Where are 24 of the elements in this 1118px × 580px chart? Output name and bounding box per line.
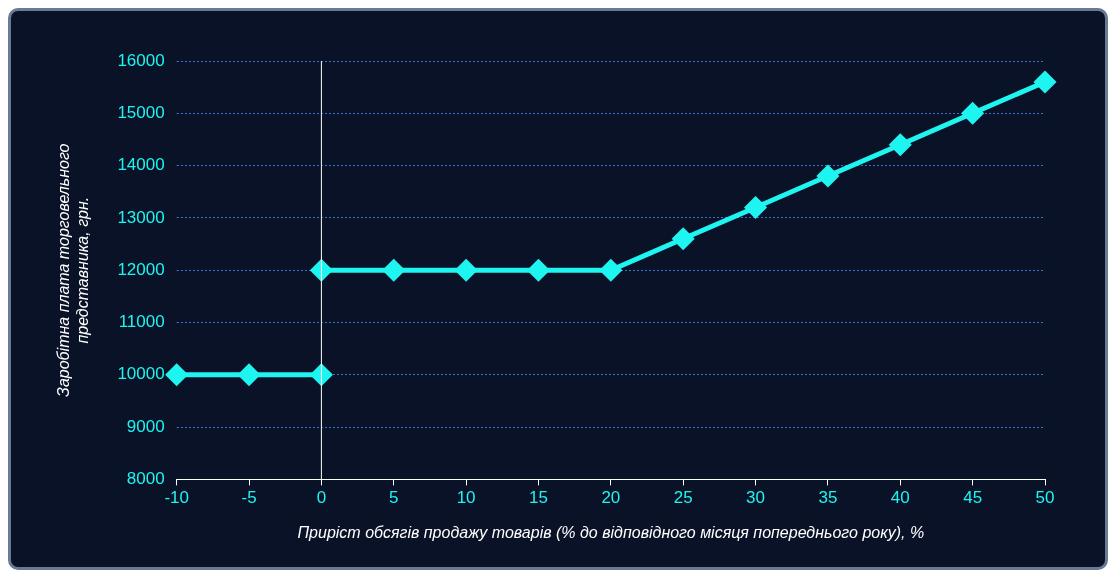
x-tick-label: 40 bbox=[890, 488, 910, 508]
y-tick-label: 11000 bbox=[118, 312, 165, 332]
x-tick-label: 45 bbox=[963, 488, 983, 508]
y-tick-label: 16000 bbox=[117, 50, 165, 70]
x-tick-label: 30 bbox=[746, 488, 766, 508]
x-tick-label: 35 bbox=[818, 488, 838, 508]
x-tick-label: 5 bbox=[389, 488, 399, 508]
y-tick-label: 12000 bbox=[117, 259, 165, 279]
x-tick-label: 10 bbox=[456, 488, 476, 508]
y-tick-label: 14000 bbox=[117, 155, 165, 175]
x-axis-title: Приріст обсягів продажу товарів (% до відповідного місяця попереднього року), % bbox=[297, 523, 925, 541]
y-tick-label: 9000 bbox=[126, 416, 165, 436]
y-axis-title: Заробітна плата торговельного представника, грн. bbox=[55, 143, 92, 397]
x-tick-label: 25 bbox=[673, 488, 693, 508]
x-tick-label: -10 bbox=[164, 488, 189, 508]
y-tick-label: 8000 bbox=[126, 469, 165, 489]
y-tick-label: 10000 bbox=[117, 364, 165, 384]
x-tick-label: 20 bbox=[601, 488, 621, 508]
x-tick-label: 15 bbox=[529, 488, 548, 508]
x-tick-label: 0 bbox=[316, 488, 327, 508]
x-tick-label: 50 bbox=[1035, 488, 1055, 508]
y-tick-label: 13000 bbox=[117, 207, 165, 227]
x-tick-label: -5 bbox=[241, 488, 257, 508]
y-tick-label: 15000 bbox=[117, 102, 165, 122]
